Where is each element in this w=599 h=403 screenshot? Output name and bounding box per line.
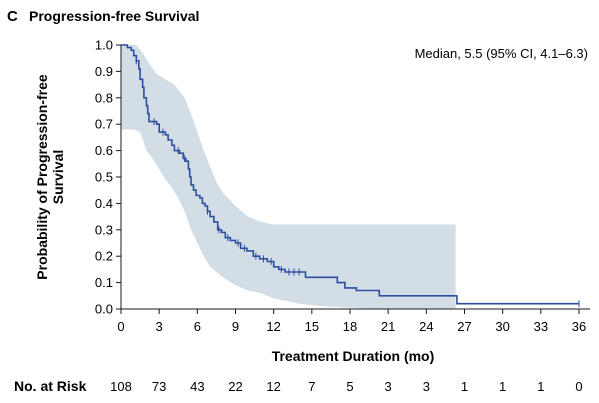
y-tick-label: 0.8 bbox=[95, 90, 113, 105]
at-risk-value: 22 bbox=[228, 379, 242, 394]
y-tick-label: 0.4 bbox=[95, 196, 113, 211]
chart-title: Progression-free Survival bbox=[29, 8, 199, 24]
at-risk-value: 12 bbox=[266, 379, 280, 394]
x-tick-label: 18 bbox=[343, 319, 357, 334]
x-tick-label: 27 bbox=[457, 319, 471, 334]
at-risk-label: No. at Risk bbox=[14, 378, 87, 394]
ci-band-layer bbox=[121, 45, 456, 309]
at-risk-value: 1 bbox=[499, 379, 506, 394]
x-tick-label: 12 bbox=[266, 319, 280, 334]
at-risk-value: 43 bbox=[190, 379, 204, 394]
at-risk-value: 5 bbox=[346, 379, 353, 394]
x-tick-label: 3 bbox=[156, 319, 163, 334]
y-tick-label: 0.6 bbox=[95, 143, 113, 158]
y-tick-label: 0.1 bbox=[95, 275, 113, 290]
at-risk-value: 108 bbox=[110, 379, 132, 394]
at-risk-value: 73 bbox=[152, 379, 166, 394]
survival-curve-layer bbox=[121, 44, 580, 308]
at-risk-value: 1 bbox=[461, 379, 468, 394]
y-axis-title: Probability of Progression-free Survival bbox=[34, 74, 66, 280]
survival-curve bbox=[121, 44, 579, 305]
at-risk-value: 3 bbox=[423, 379, 430, 394]
axes-layer: 0.00.10.20.30.40.50.60.70.80.91.00 3 6 9 12 1… bbox=[95, 38, 590, 334]
x-tick-label: 9 bbox=[232, 319, 239, 334]
panel-label: C bbox=[7, 8, 18, 25]
x-tick-label: 36 bbox=[572, 319, 586, 334]
x-tick-label: 24 bbox=[419, 319, 433, 334]
x-tick-label: 21 bbox=[381, 319, 395, 334]
y-axis-title-line-2: Survival bbox=[50, 150, 66, 204]
median-annotation: Median, 5.5 (95% CI, 4.1–6.3) bbox=[415, 46, 588, 61]
x-tick-label: 30 bbox=[495, 319, 509, 334]
confidence-band bbox=[121, 45, 456, 309]
at-risk-row: 108 73 43 22 12 7 5 3 3 1 1 1 0 bbox=[110, 379, 582, 394]
y-tick-label: 1.0 bbox=[95, 38, 113, 53]
y-tick-label: 0.3 bbox=[95, 222, 113, 237]
x-tick-label: 0 bbox=[117, 319, 124, 334]
y-tick-label: 0.5 bbox=[95, 170, 113, 185]
x-tick-label: 33 bbox=[534, 319, 548, 334]
at-risk-value: 7 bbox=[308, 379, 315, 394]
x-axis-title: Treatment Duration (mo) bbox=[272, 348, 435, 364]
y-tick-label: 0.9 bbox=[95, 64, 113, 79]
x-tick-label: 15 bbox=[305, 319, 319, 334]
y-tick-label: 0.7 bbox=[95, 117, 113, 132]
y-tick-label: 0.0 bbox=[95, 302, 113, 317]
at-risk-value: 3 bbox=[385, 379, 392, 394]
at-risk-value: 1 bbox=[537, 379, 544, 394]
x-tick-label: 6 bbox=[194, 319, 201, 334]
y-axis-title-line-1: Probability of Progression-free bbox=[34, 74, 50, 280]
y-tick-label: 0.2 bbox=[95, 249, 113, 264]
at-risk-value: 0 bbox=[575, 379, 582, 394]
